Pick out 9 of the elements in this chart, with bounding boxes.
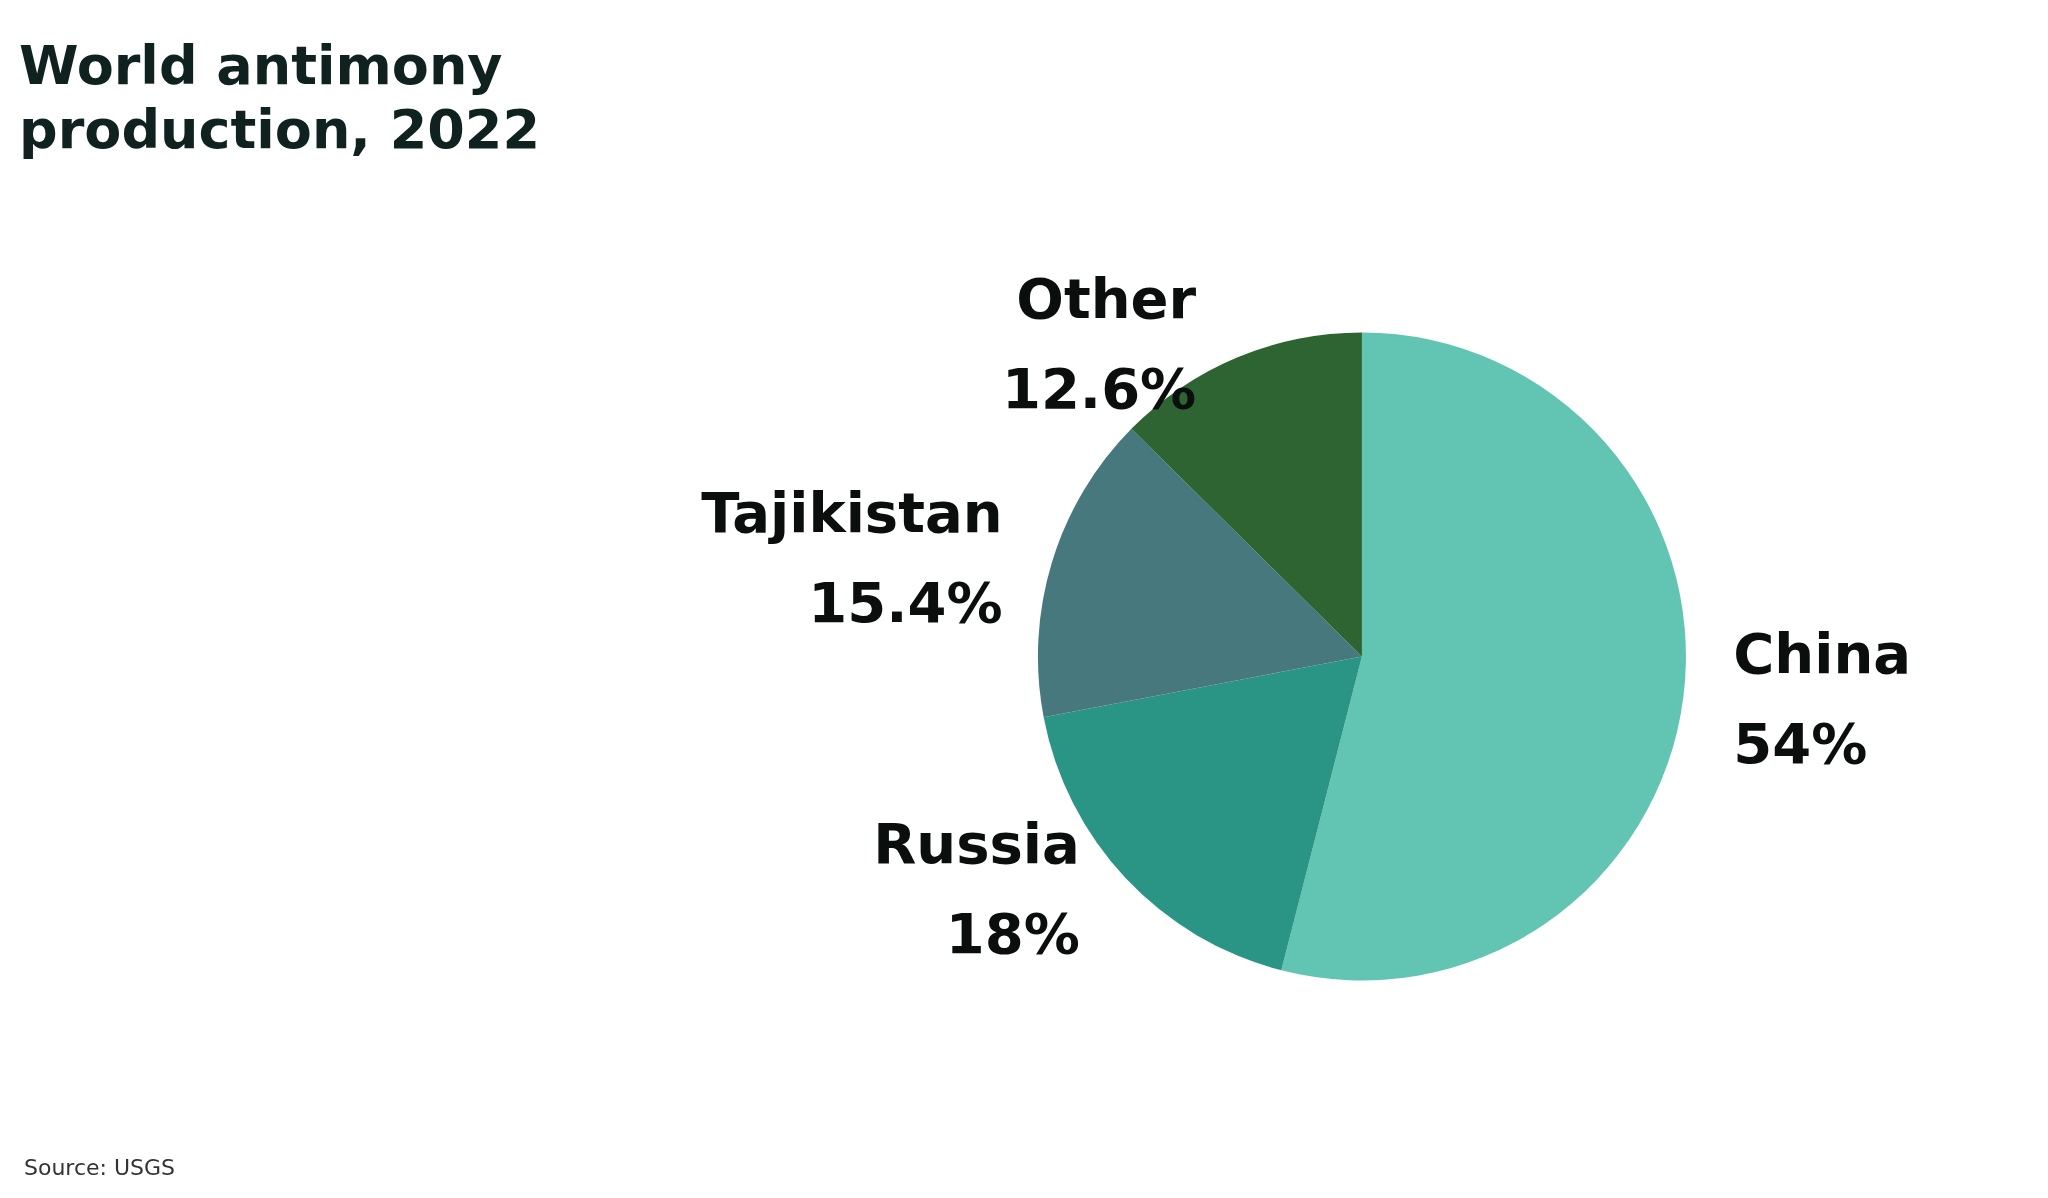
slice-label: China [1733, 621, 1912, 687]
slice-label: Tajikistan [701, 480, 1003, 546]
slice-label: Russia [873, 811, 1080, 877]
source-note: Source: USGS [24, 1154, 176, 1180]
slice-label: Other [1016, 266, 1197, 332]
chart-title: World antimony production, 2022 [19, 33, 540, 161]
data-label: 15.4% [808, 570, 1003, 636]
data-label: 18% [945, 901, 1080, 967]
data-label: 54% [1733, 711, 1868, 777]
